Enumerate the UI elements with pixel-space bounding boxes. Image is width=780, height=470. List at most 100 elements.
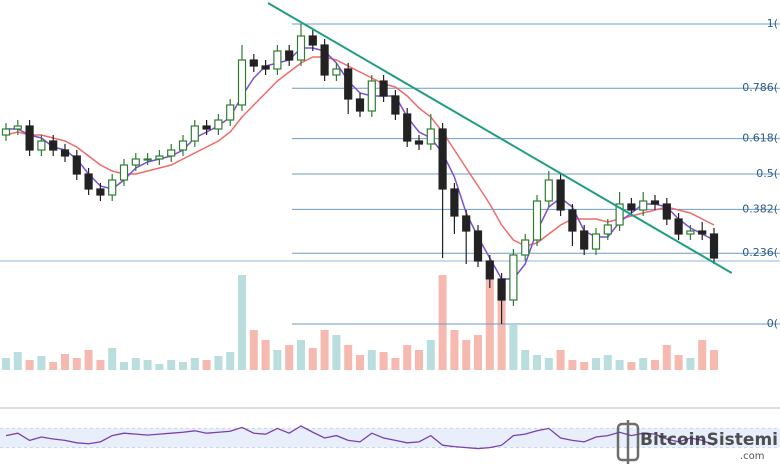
volume-bar	[167, 360, 176, 370]
volume-bar	[403, 345, 412, 370]
volume-bar	[497, 300, 506, 370]
candle-body	[509, 254, 518, 301]
candle-body	[532, 200, 542, 241]
candle-body	[580, 230, 589, 250]
volume-bar	[356, 355, 364, 370]
volume-bar	[438, 275, 447, 370]
candle-body	[60, 149, 70, 157]
volume-bar	[450, 330, 459, 370]
candle-body	[627, 203, 636, 211]
volume-bar	[120, 362, 128, 370]
volume-bar	[509, 325, 518, 370]
volume-bar	[308, 348, 317, 370]
volume-bar	[592, 358, 600, 370]
watermark-name: BitcoinSistemi	[640, 430, 778, 450]
rsi-line	[5, 425, 715, 450]
candle-body	[403, 113, 412, 142]
candle-body	[462, 215, 471, 232]
candle-body	[296, 35, 306, 61]
volume-bar	[651, 360, 659, 370]
candle-body	[72, 155, 81, 175]
fib-label: 0(	[767, 317, 778, 330]
volume-bar	[556, 350, 565, 370]
volume-bar	[662, 345, 671, 370]
candle-body	[226, 104, 235, 121]
volume-bar	[25, 360, 34, 370]
candle-body	[320, 44, 329, 76]
volume-bar	[2, 358, 10, 370]
candle-body	[49, 140, 58, 151]
volume-bar	[710, 350, 718, 370]
candle-body	[639, 200, 648, 211]
marks: 1(0.786(0.618(0.5(0.382(0.236(0(	[0, 2, 780, 450]
candle-body	[473, 230, 483, 262]
candle-body	[426, 128, 435, 145]
candle-body	[143, 158, 152, 161]
candle-body	[450, 188, 459, 217]
volume-bar	[143, 360, 152, 370]
fib-label: 0.618(	[742, 132, 778, 145]
candle-body	[96, 188, 105, 196]
volume-bar	[686, 358, 695, 370]
volume-bar	[344, 345, 353, 370]
candle-body	[332, 68, 341, 76]
volume-bar	[238, 275, 246, 370]
volume-bar	[190, 358, 199, 370]
volume-bar	[332, 335, 341, 370]
volume-bar	[202, 360, 211, 370]
candle-body	[214, 119, 223, 130]
volume-bar	[485, 280, 494, 370]
candle-body	[367, 80, 376, 112]
candle-body	[650, 200, 660, 205]
candle-body	[108, 179, 117, 196]
volume-bar	[297, 340, 305, 370]
candle-body	[237, 59, 247, 106]
candle-body	[344, 68, 353, 100]
volume-bar	[639, 358, 648, 370]
candle-body	[308, 35, 317, 46]
volume-bar	[61, 354, 69, 370]
watermark: BitcoinSistemi .com	[616, 420, 778, 464]
candle-body	[497, 278, 506, 301]
candle-body	[603, 224, 612, 235]
fib-label: 1(	[767, 17, 778, 30]
candle-body	[485, 260, 494, 280]
candle-body	[131, 158, 140, 166]
candle-body	[37, 140, 46, 151]
candle-body	[556, 179, 565, 211]
candle-body	[119, 164, 129, 181]
volume-bar	[379, 352, 388, 370]
volume-bar	[155, 364, 164, 370]
volume-bar	[615, 360, 624, 370]
volume-bar	[214, 356, 223, 370]
volume-bar	[96, 360, 105, 370]
volume-bar	[37, 356, 46, 370]
candle-body	[178, 140, 188, 151]
volume-bar	[603, 355, 612, 370]
candle-body	[591, 233, 601, 250]
volume-bar	[568, 360, 577, 370]
candle-body	[662, 203, 671, 220]
candle-body	[615, 203, 624, 226]
volume-bar	[320, 330, 329, 370]
volume-bar	[285, 345, 294, 370]
candle-body	[414, 140, 424, 145]
candle-body	[379, 80, 388, 97]
candle-body	[155, 155, 164, 160]
candle-body	[698, 230, 707, 235]
volume-bar	[580, 362, 589, 370]
volume-bar	[131, 358, 140, 370]
volume-bar	[474, 335, 482, 370]
candle-body	[285, 50, 294, 61]
volume-bar	[544, 358, 553, 370]
candle-body	[544, 179, 553, 202]
volume-bar	[391, 358, 400, 370]
candle-body	[25, 125, 34, 151]
volume-bar	[426, 340, 435, 370]
candle-body	[674, 218, 683, 235]
candle-body	[13, 125, 22, 130]
candle-body	[249, 59, 258, 67]
